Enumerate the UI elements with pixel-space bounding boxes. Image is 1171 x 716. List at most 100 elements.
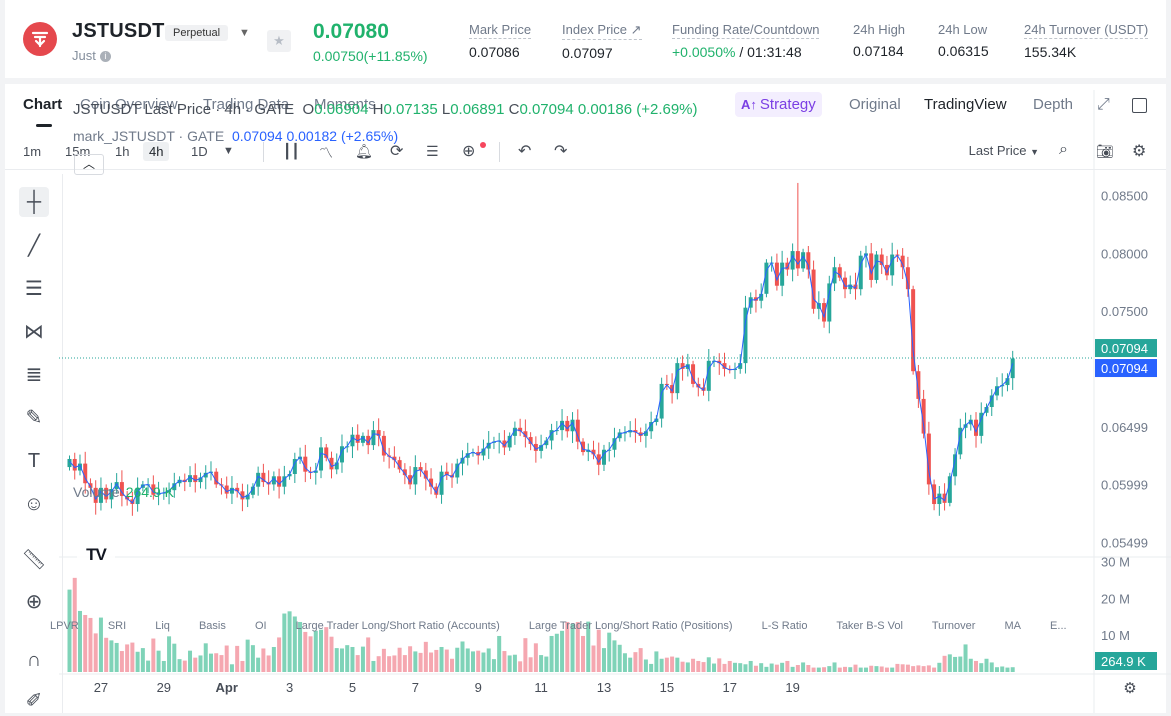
volume-bar [98, 617, 103, 672]
timeframe-1d[interactable]: 1D [191, 144, 208, 159]
funding-rate-value: +0.0050% [672, 44, 736, 60]
tradingview-logo: TV [77, 540, 115, 570]
volume-bar [156, 650, 161, 672]
tab-moments[interactable]: Moments [314, 96, 376, 113]
stat-label[interactable]: Funding Rate/Countdown [672, 22, 820, 39]
stat-label[interactable]: Index Price ↗ [562, 22, 642, 40]
emoji-icon[interactable]: ☺ [23, 493, 45, 515]
price-type-select[interactable]: Last Price ▼ [969, 143, 1039, 158]
volume-bar [198, 655, 203, 672]
timeframe-1h[interactable]: 1h [115, 144, 130, 159]
brush-icon[interactable]: ✎ [25, 407, 43, 429]
candle [691, 364, 696, 384]
zoom-in-icon[interactable]: ⊕ [25, 591, 43, 613]
candle [214, 471, 219, 485]
indicators-icon[interactable]: 〽 [319, 145, 333, 161]
fib-icon[interactable]: ≣ [25, 364, 43, 386]
stat-24h-turnover: 24h Turnover (USDT) 155.34K [1024, 22, 1149, 60]
stat-funding-rate: Funding Rate/Countdown +0.0050% / 01:31:… [672, 22, 820, 60]
price-chart[interactable]: 0.085000.080000.075000.069990.064990.059… [59, 90, 1171, 713]
view-depth[interactable]: Depth [1033, 96, 1074, 113]
timeframe-1m[interactable]: 1m [23, 144, 42, 159]
symbol-dropdown-icon[interactable]: ▼ [239, 27, 250, 39]
indicator-tab[interactable]: Taker B-S Vol [836, 620, 903, 632]
candle [172, 483, 177, 491]
alert-icon[interactable]: 🔔︎ [355, 143, 373, 159]
indicator-tab[interactable]: OI [254, 620, 267, 632]
candle [512, 427, 517, 436]
search-icon[interactable]: ⌕ [1059, 141, 1068, 158]
stat-label[interactable]: 24h Turnover (USDT) [1024, 22, 1149, 39]
candle [706, 360, 711, 391]
magnet-icon[interactable]: ∩ [26, 649, 42, 671]
mark-legend: mark_JSTUSDT · GATE 0.07094 0.00182 (+2.… [73, 128, 398, 144]
indicator-tab[interactable]: L-S Ratio [761, 620, 808, 632]
candle [533, 443, 538, 451]
timeframe-15m[interactable]: 15m [65, 144, 91, 159]
pattern-icon[interactable]: ⋈ [24, 321, 44, 343]
candle [240, 491, 245, 500]
trend-line-icon[interactable]: ╱ [27, 235, 41, 257]
indicator-tab[interactable]: LPVR [50, 620, 79, 632]
volume-bar [984, 658, 989, 672]
volume-bar [612, 640, 617, 672]
favorite-star-icon[interactable]: ★ [267, 30, 291, 52]
volume-bar [633, 652, 638, 672]
timeframe-dropdown-icon[interactable]: ▼ [223, 145, 234, 157]
crosshair-icon[interactable]: ┼ [19, 187, 49, 217]
camera-icon[interactable]: 📷︎ [1096, 143, 1114, 159]
volume-bar [282, 613, 287, 672]
volume-bar [780, 662, 785, 672]
mark-legend-title: mark_JSTUSDT · GATE [73, 128, 225, 144]
tab-chart[interactable]: Chart [23, 96, 63, 113]
window-icon[interactable] [1132, 98, 1147, 113]
view-tradingview[interactable]: TradingView [924, 96, 1007, 113]
candle [581, 441, 586, 453]
expand-icon[interactable]: ⤢ [1097, 96, 1110, 113]
candle-type-icon[interactable]: ┃┃ [283, 143, 300, 159]
volume-bar [675, 657, 680, 672]
volume-bar [444, 649, 449, 672]
candle [423, 470, 428, 479]
settings-gear-icon[interactable]: ⚙ [1132, 143, 1147, 160]
candle [250, 486, 255, 495]
ruler-icon[interactable]: 📏︎ [21, 549, 47, 571]
subname-text: Just [72, 48, 96, 63]
volume-bar [497, 635, 502, 672]
replay-icon[interactable]: ⟳ [390, 143, 404, 160]
candle [785, 262, 790, 270]
templates-icon[interactable]: ☰ [426, 143, 439, 159]
indicator-tab[interactable]: SRI [107, 620, 127, 632]
indicator-tab[interactable]: Large Trader Long/Short Ratio (Positions… [528, 620, 733, 632]
indicator-tab[interactable]: Basis [198, 620, 226, 632]
add-icon[interactable]: ⊕ [462, 143, 476, 160]
volume-bar [570, 623, 575, 672]
redo-icon[interactable]: ↷ [554, 143, 568, 160]
undo-icon[interactable]: ↶ [518, 143, 532, 160]
text-icon[interactable]: T [27, 450, 41, 472]
lock-drawing-icon[interactable]: ✐ [25, 690, 43, 712]
indicator-tab[interactable]: Turnover [931, 620, 976, 632]
volume-bar [167, 636, 172, 672]
info-icon[interactable]: i [99, 51, 111, 62]
volume-bar [83, 615, 88, 672]
strategy-label: Strategy [759, 96, 816, 113]
strategy-button[interactable]: A↑ Strategy [735, 92, 822, 117]
indicator-tab[interactable]: Liq [155, 620, 170, 632]
stat-label[interactable]: Mark Price [469, 22, 532, 39]
volume-bar [130, 642, 135, 672]
symbol-name[interactable]: JSTUSDT [72, 20, 165, 42]
volume-bar [303, 631, 308, 672]
timeframe-4h[interactable]: 4h [143, 142, 170, 161]
view-original[interactable]: Original [849, 96, 901, 113]
collapse-legend-button[interactable]: ︿ [74, 154, 104, 175]
indicator-tab[interactable]: E... [1050, 620, 1067, 632]
time-tick-label: 19 [785, 680, 799, 695]
candle [397, 460, 402, 470]
tab-trading-data[interactable]: Trading Data [203, 96, 290, 113]
horizontal-lines-icon[interactable]: ☰ [25, 278, 43, 300]
tab-coin-overview[interactable]: Coin Overview [80, 96, 178, 113]
candle [319, 447, 324, 471]
indicator-tab[interactable]: MA [1004, 620, 1021, 632]
indicator-tab[interactable]: Large Trader Long/Short Ratio (Accounts) [295, 620, 500, 632]
